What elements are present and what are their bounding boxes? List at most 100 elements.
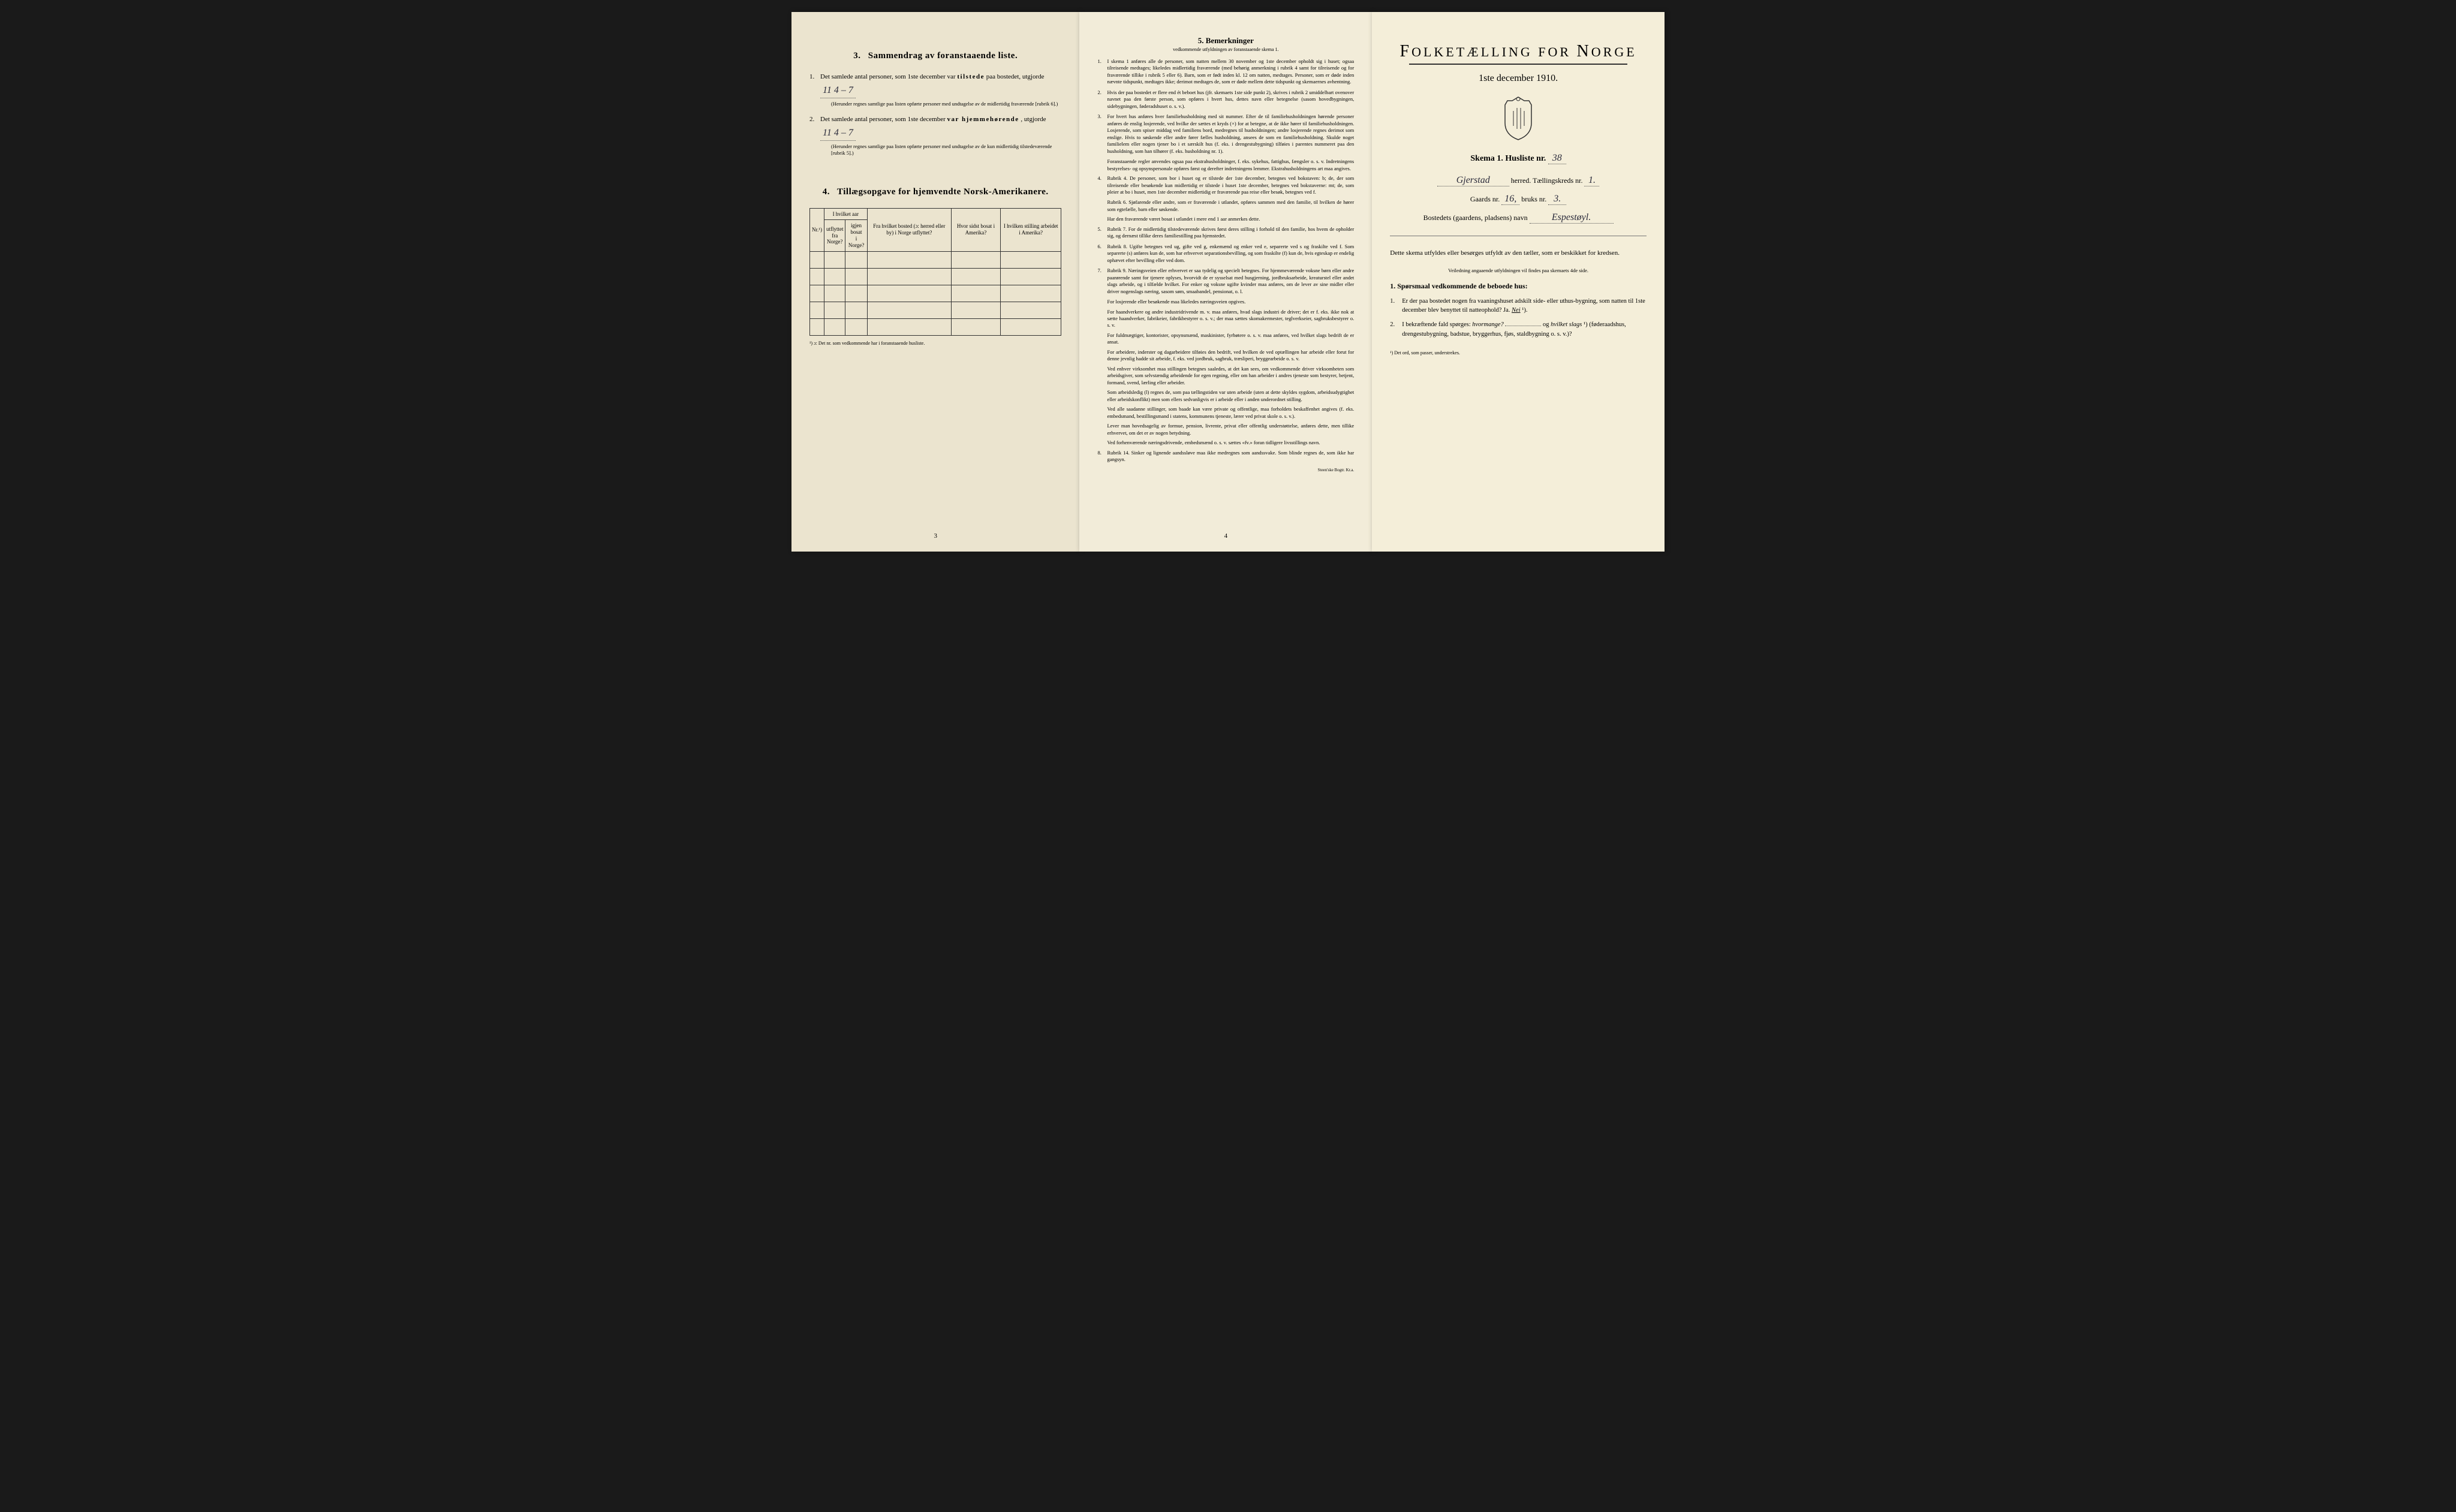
- page-number-3: 3: [791, 532, 1079, 540]
- bosted-value: Espestøyl.: [1530, 212, 1614, 224]
- rule-sub: Ved enhver virksomhet maa stillingen bet…: [1107, 366, 1354, 386]
- table-cell: [951, 302, 1000, 318]
- title-rule: [1409, 64, 1627, 65]
- table-cell: [951, 285, 1000, 302]
- q2-hvilket: hvilket slags: [1551, 321, 1582, 328]
- q2-body: I bekræftende fald spørges: hvormange? o…: [1402, 320, 1647, 339]
- rule-num: 6.: [1097, 243, 1107, 264]
- section-3-num: 3.: [853, 51, 860, 61]
- table-cell: [824, 318, 845, 335]
- title-f: F: [1400, 42, 1412, 61]
- gaards-label: Gaards nr.: [1470, 195, 1500, 203]
- instructions-text: Dette skema utfyldes eller besørges utfy…: [1390, 248, 1647, 258]
- herred-label: herred. Tællingskreds nr.: [1511, 176, 1583, 185]
- skema-line: Skema 1. Husliste nr. 38: [1390, 153, 1647, 164]
- q1-body: Er der paa bostedet nogen fra vaaningshu…: [1402, 297, 1647, 316]
- section-3-heading: 3. Sammendrag av foranstaaende liste.: [809, 51, 1061, 61]
- page-number-4: 4: [1079, 532, 1372, 540]
- rule-sub: Som arbeidsledig (l) regnes de, som paa …: [1107, 389, 1354, 403]
- table-cell: [951, 251, 1000, 268]
- rule-num: 1.: [1097, 58, 1107, 86]
- table-cell: [810, 251, 824, 268]
- rule-sub: Rubrik 6. Sjøfarende eller andre, som er…: [1107, 199, 1354, 213]
- table-cell: [824, 285, 845, 302]
- q2-suffix: ¹): [1584, 321, 1588, 328]
- rule-num: 5.: [1097, 226, 1107, 240]
- table-footnote: ¹) ɔ: Det nr. som vedkommende har i fora…: [809, 341, 1061, 346]
- rule-sub: Ved forhenværende næringsdrivende, embed…: [1107, 439, 1354, 446]
- rule-text: Rubrik 7. For de midlertidig tilstedevær…: [1107, 226, 1354, 240]
- rule-text: Rubrik 4. De personer, som bor i huset o…: [1107, 175, 1354, 195]
- footnote: ¹) Det ord, som passer, understrekes.: [1390, 350, 1647, 356]
- section-4-title: Tillægsopgave for hjemvendte Norsk-Ameri…: [837, 187, 1049, 197]
- table-row: [810, 251, 1061, 268]
- section-4-heading: 4. Tillægsopgave for hjemvendte Norsk-Am…: [809, 187, 1061, 197]
- table-cell: [867, 268, 951, 285]
- item-1-bold: tilstede: [957, 73, 985, 80]
- q1-answer: Nei: [1512, 307, 1521, 314]
- table-row: [810, 318, 1061, 335]
- coat-of-arms-icon: [1500, 96, 1536, 141]
- item-1-post: paa bostedet, utgjorde: [986, 73, 1045, 80]
- item-2-value: 11 4 – 7: [820, 125, 856, 141]
- census-document: 3. Sammendrag av foranstaaende liste. 1.…: [791, 12, 1665, 552]
- col-nr: Nr.¹): [810, 208, 824, 251]
- rule-item: 8.Rubrik 14. Sinker og lignende aandsslø…: [1097, 450, 1354, 463]
- table-cell: [824, 268, 845, 285]
- table-cell: [1000, 318, 1061, 335]
- husliste-nr: 38: [1548, 153, 1566, 164]
- bosted-line: Bostedets (gaardens, pladsens) navn Espe…: [1390, 212, 1647, 224]
- emigrant-table: Nr.¹) I hvilket aar Fra hvilket bosted (…: [809, 208, 1061, 336]
- col-out: utflyttetfraNorge?: [824, 220, 845, 251]
- title-n: N: [1577, 42, 1591, 61]
- section-3-title: Sammendrag av foranstaaende liste.: [868, 51, 1018, 61]
- gaards-line: Gaards nr. 16, bruks nr. 3.: [1390, 194, 1647, 205]
- table-cell: [810, 268, 824, 285]
- rule-num: 2.: [1097, 89, 1107, 110]
- question-1: 1. Er der paa bostedet nogen fra vaaning…: [1390, 297, 1647, 316]
- table-cell: [845, 318, 867, 335]
- kreds-nr: 1.: [1584, 175, 1599, 186]
- table-cell: [845, 251, 867, 268]
- item-1-num: 1.: [809, 72, 820, 107]
- rule-item: 4.Rubrik 4. De personer, som bor i huset…: [1097, 175, 1354, 195]
- table-row: [810, 268, 1061, 285]
- rule-num: 3.: [1097, 113, 1107, 155]
- rule-text: Rubrik 8. Ugifte betegnes ved ug, gifte …: [1107, 243, 1354, 264]
- item-1-body: Det samlede antal personer, som 1ste dec…: [820, 72, 1061, 107]
- q2-hvor: hvormange?: [1472, 321, 1504, 328]
- remarks-heading: 5. Bemerkninger: [1097, 36, 1354, 46]
- table-cell: [824, 251, 845, 268]
- rule-sub: Lever man hovedsagelig av formue, pensio…: [1107, 423, 1354, 436]
- q1-suffix: ¹).: [1522, 307, 1527, 314]
- bruks-nr: 3.: [1548, 194, 1566, 205]
- page-3: 3. Sammendrag av foranstaaende liste. 1.…: [791, 12, 1079, 552]
- col-back: igjenbosati Norge?: [845, 220, 867, 251]
- bruks-label: bruks nr.: [1521, 195, 1546, 203]
- bosted-label: Bostedets (gaardens, pladsens) navn: [1423, 213, 1528, 222]
- table-cell: [845, 268, 867, 285]
- title-rest2: ORGE: [1591, 44, 1637, 59]
- gaards-nr: 16,: [1501, 194, 1519, 205]
- item-1-note: (Herunder regnes samtlige paa listen opf…: [831, 101, 1061, 107]
- item-2-pre: Det samlede antal personer, som 1ste dec…: [820, 116, 947, 123]
- table-cell: [951, 268, 1000, 285]
- table-cell: [810, 302, 824, 318]
- col-year-group: I hvilket aar: [824, 208, 867, 220]
- q1-num: 1.: [1390, 297, 1402, 316]
- table-cell: [845, 285, 867, 302]
- table-cell: [1000, 302, 1061, 318]
- q2-og: og: [1543, 321, 1551, 328]
- question-2: 2. I bekræftende fald spørges: hvormange…: [1390, 320, 1647, 339]
- table-cell: [867, 302, 951, 318]
- rule-sub: For arbeidere, inderster og dagarbeidere…: [1107, 349, 1354, 363]
- table-cell: [1000, 251, 1061, 268]
- rule-item: 1.I skema 1 anføres alle de personer, so…: [1097, 58, 1354, 86]
- rule-text: For hvert hus anføres hver familiehushol…: [1107, 113, 1354, 155]
- remarks-sub: vedkommende utfyldningen av foranstaaend…: [1097, 47, 1354, 52]
- table-cell: [810, 285, 824, 302]
- skema-label: Skema 1. Husliste nr.: [1470, 154, 1546, 163]
- title-rest1: OLKETÆLLING FOR: [1411, 44, 1576, 59]
- item-2-bold: var hjemmehørende: [947, 116, 1019, 123]
- item-2-num: 2.: [809, 115, 820, 156]
